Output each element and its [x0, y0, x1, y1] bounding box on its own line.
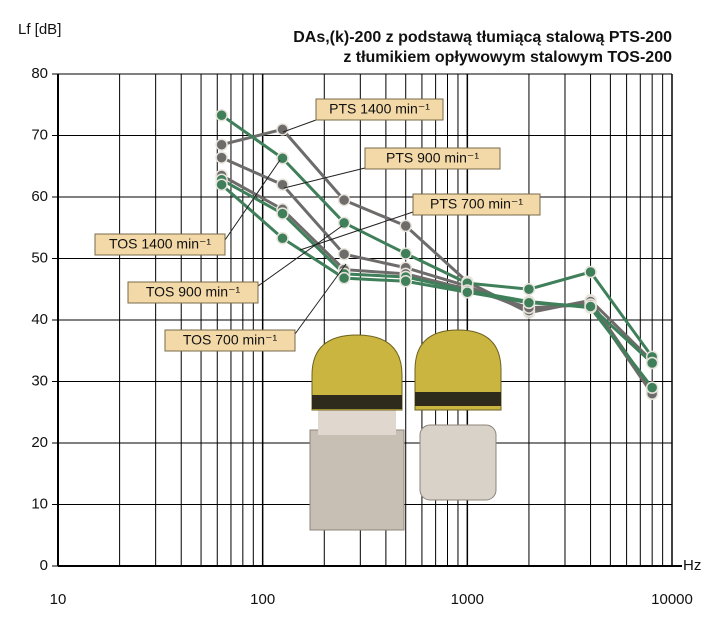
data-point [215, 178, 228, 191]
series-line [220, 156, 654, 392]
series-label: PTS 700 min⁻¹ [430, 196, 523, 212]
y-tick-label: 60 [31, 188, 48, 205]
data-point [276, 231, 289, 245]
x-axis-label: Hz [683, 557, 701, 574]
data-point [337, 247, 351, 261]
leader-line [283, 167, 366, 189]
y-tick-label: 0 [40, 557, 48, 574]
data-point [461, 286, 474, 299]
series-label: TOS 1400 min⁻¹ [109, 236, 211, 252]
series-label: TOS 900 min⁻¹ [146, 284, 241, 300]
plot: PTS 1400 min⁻¹ PTS 900 min⁻¹ PTS 700 min⁻¹… [94, 98, 659, 401]
leader-line [257, 225, 343, 287]
data-point [584, 300, 597, 313]
data-point [276, 178, 289, 191]
chart-subtitle: z tłumikiem opływowym stalowym TOS-200 [343, 49, 672, 66]
data-point [645, 381, 659, 394]
data-point [522, 296, 536, 310]
leader-line [294, 263, 347, 335]
chart-title: DAs,(k)-200 z podstawą tłumiącą stalową … [293, 29, 672, 46]
label-box [315, 98, 444, 121]
product-photo [309, 329, 502, 531]
label-box [164, 329, 296, 352]
data-point [399, 247, 412, 260]
data-point [337, 216, 351, 230]
data-point [337, 271, 351, 285]
y-tick-label: 70 [31, 126, 48, 143]
y-tick-label: 10 [31, 495, 48, 512]
y-tick-label: 80 [31, 65, 48, 82]
data-point [522, 283, 536, 296]
data-point [215, 151, 228, 164]
series-label: PTS 900 min⁻¹ [386, 150, 479, 166]
series-label: TOS 700 min⁻¹ [183, 332, 278, 348]
leader-line [224, 159, 281, 241]
y-tick-label: 30 [31, 372, 48, 389]
data-point [399, 219, 412, 233]
leader-line [299, 211, 414, 251]
dome-band [312, 395, 402, 409]
series-label: PTS 1400 min⁻¹ [329, 101, 430, 117]
data-point [645, 356, 659, 370]
data-point [584, 265, 597, 279]
data-point [215, 138, 228, 151]
base-box [309, 429, 405, 531]
data-point [399, 275, 412, 288]
data-point [276, 123, 289, 136]
series-line [220, 113, 654, 358]
y-tick-label: 50 [31, 249, 48, 266]
x-tick-label: 10000 [651, 591, 693, 608]
label-box [412, 193, 541, 216]
y-tick-label: 40 [31, 311, 48, 328]
dome [414, 329, 502, 411]
data-point [215, 108, 228, 122]
series-line [220, 183, 654, 365]
data-point [276, 207, 289, 220]
label-box [364, 147, 501, 170]
data-point [337, 193, 351, 207]
x-tick-label: 100 [250, 591, 275, 608]
leader-line [282, 119, 317, 133]
dome [311, 334, 403, 411]
y-axis-label: Lf [dB] [18, 21, 61, 38]
x-tick-label: 1000 [451, 591, 484, 608]
label-box [127, 281, 259, 304]
y-tick-label: 20 [31, 434, 48, 451]
label-box [94, 233, 226, 256]
x-tick-label: 10 [50, 591, 67, 608]
silencer [419, 424, 497, 501]
dome-band [415, 392, 501, 406]
